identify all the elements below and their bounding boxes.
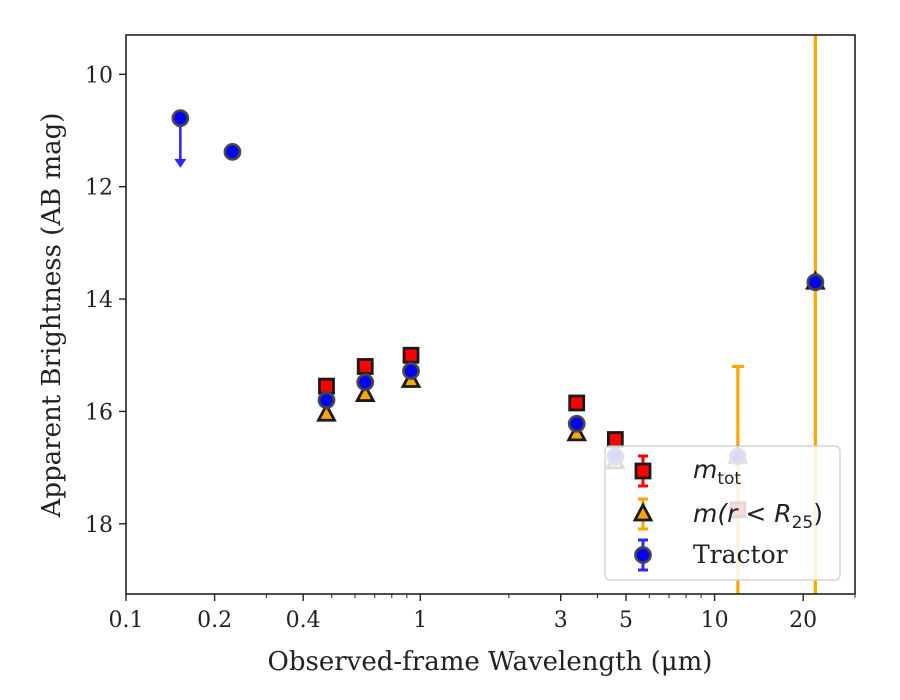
legend-box (604, 445, 841, 581)
y-tick-label-0: 10 (85, 63, 113, 88)
point-s2-p1 (223, 142, 242, 161)
legend-label-mtot-main: m (693, 455, 717, 484)
point-s0-p2 (402, 346, 420, 364)
y-tick-label-3: 16 (85, 400, 113, 425)
legend-marker-2 (634, 546, 652, 564)
point-s0-p0 (318, 377, 335, 395)
upper-limit-arrow-head (174, 158, 187, 168)
y-tick-label-4: 18 (85, 513, 113, 538)
point-s2-p3 (356, 373, 375, 392)
x-tick-label-6: 10 (701, 608, 729, 633)
point-s2-p4 (402, 362, 420, 380)
legend-label-m-r25-tail: ) (813, 499, 823, 528)
x-tick-label-3: 1 (413, 608, 427, 633)
point-s0-p1 (356, 358, 374, 375)
legend-label-m-r25: m(r < R25) (693, 499, 823, 533)
legend-marker-0 (634, 462, 652, 480)
legend-marker-1 (632, 502, 654, 522)
x-tick-label-1: 0.2 (197, 608, 232, 633)
point-s0-p4 (606, 431, 624, 448)
legend-label-mtot: mtot (693, 455, 741, 489)
x-tick-label-2: 0.4 (286, 608, 321, 633)
point-s2-p5 (567, 414, 586, 433)
legend-label-m-r25-main: m(r < R (693, 499, 792, 528)
legend: mtot m(r < R25) Tractor (604, 445, 841, 581)
legend-label-m-r25-sub: 25 (792, 513, 814, 533)
y-axis-title: Apparent Brightness (AB mag) (37, 113, 67, 519)
x-axis-title: Observed-frame Wavelength (μm) (268, 647, 713, 677)
plot-frame (125, 34, 856, 595)
point-s1-p0 (316, 402, 337, 422)
legend-label-tractor: Tractor (693, 540, 788, 569)
x-tick-label-7: 20 (789, 608, 817, 633)
x-tick-label-0: 0.1 (109, 608, 144, 633)
point-s2-p8 (806, 273, 825, 292)
point-s2-p2 (317, 391, 336, 410)
point-s2-p0 (171, 109, 190, 128)
y-tick-label-2: 14 (85, 288, 113, 313)
point-s1-p1 (354, 382, 376, 402)
axis-ticks: 0.1 0.2 0.4 1 3 5 10 20 10 12 14 16 18 (85, 63, 856, 633)
legend-label-mtot-sub: tot (717, 469, 741, 489)
y-tick-label-1: 12 (85, 176, 113, 201)
x-tick-label-4: 3 (554, 608, 568, 633)
point-s0-p3 (568, 394, 586, 412)
legend-handles (632, 454, 654, 572)
x-tick-label-5: 5 (619, 608, 633, 633)
